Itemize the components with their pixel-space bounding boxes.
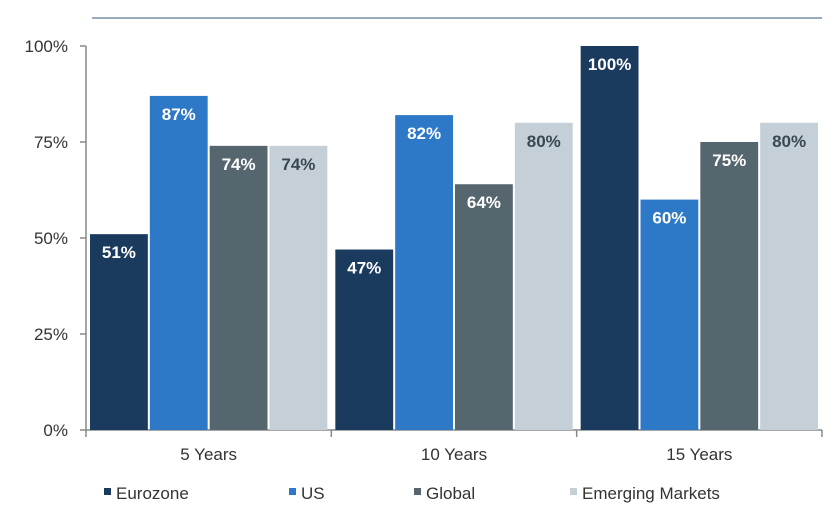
data-label: 100%: [588, 55, 631, 74]
legend-label: Global: [426, 484, 475, 503]
data-label: 80%: [772, 132, 806, 151]
data-label: 74%: [281, 155, 315, 174]
y-tick-label: 75%: [34, 133, 68, 152]
legend-label: Eurozone: [116, 484, 189, 503]
category-label: 10 Years: [421, 445, 487, 464]
data-label: 51%: [102, 243, 136, 262]
bar: [335, 249, 394, 430]
bar: [700, 142, 759, 430]
x-axis-ticks: 5 Years 10 Years 15 Years: [85, 430, 823, 464]
bar: [90, 234, 148, 430]
bar: [269, 145, 328, 430]
legend-swatch: [289, 488, 296, 495]
bar: [514, 122, 573, 431]
bar: [760, 122, 818, 431]
y-tick-label: 100%: [25, 37, 68, 56]
data-label: 80%: [527, 132, 561, 151]
y-tick-label: 0%: [43, 421, 68, 440]
bar: [580, 46, 639, 430]
category-label: 5 Years: [180, 445, 237, 464]
data-label: 47%: [347, 259, 381, 278]
legend-swatch: [570, 488, 577, 495]
data-label: 87%: [162, 105, 196, 124]
legend-label: US: [301, 484, 325, 503]
y-tick-label: 50%: [34, 229, 68, 248]
bar: [455, 184, 513, 430]
data-label: 60%: [652, 209, 686, 228]
legend: Eurozone US Global Emerging Markets: [104, 484, 720, 503]
bar-marks: [90, 46, 818, 431]
data-label: 82%: [407, 124, 441, 143]
bar: [209, 145, 268, 430]
data-label: 75%: [712, 151, 746, 170]
bar: [640, 199, 699, 430]
data-label: 64%: [467, 193, 501, 212]
y-axis-ticks: 0% 25% 50% 75% 100%: [25, 37, 86, 440]
data-label: 74%: [222, 155, 256, 174]
legend-label: Emerging Markets: [582, 484, 720, 503]
legend-swatch: [414, 488, 421, 495]
bar: [395, 115, 453, 431]
y-tick-label: 25%: [34, 325, 68, 344]
bar: [149, 95, 208, 431]
category-label: 15 Years: [666, 445, 732, 464]
legend-swatch: [104, 488, 111, 495]
data-labels: 51% 47% 100% 87% 82% 60% 74% 64% 75% 74% 80% 80%: [102, 55, 806, 278]
